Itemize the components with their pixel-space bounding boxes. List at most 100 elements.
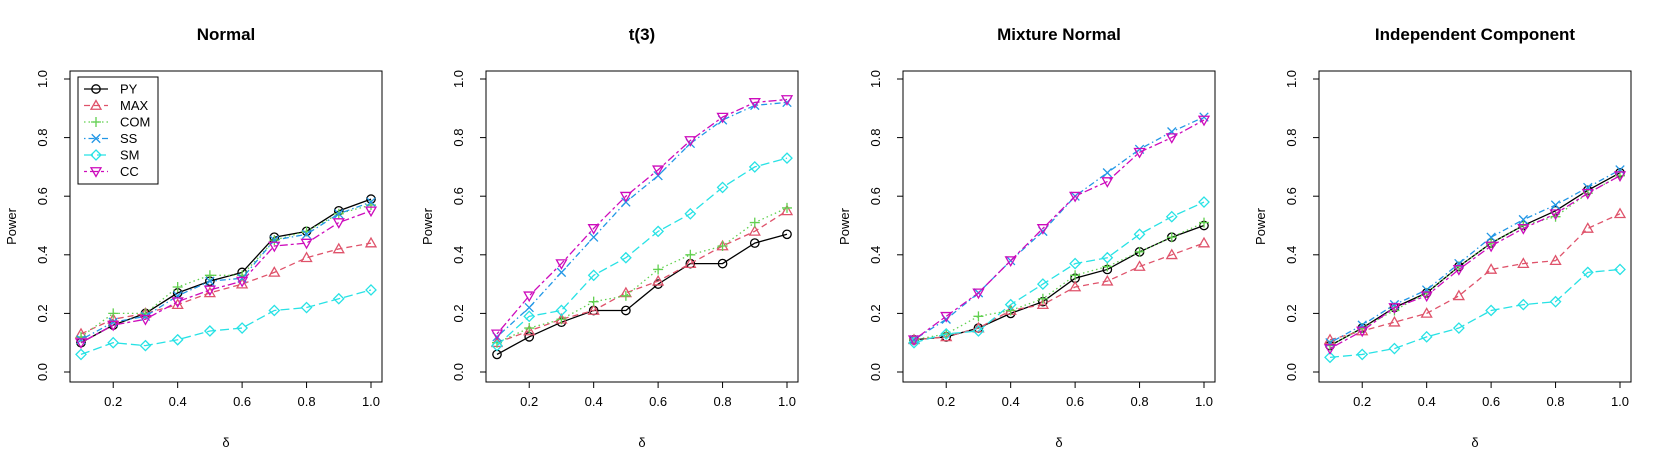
data-point [972,321,985,333]
data-point [1133,147,1146,159]
data-point [203,286,217,298]
data-point [139,339,152,352]
series-line [913,242,1205,341]
data-point [1069,257,1082,270]
panel-mixture-normal: Mixture Normal 0.2 0.4 0.6 0.8 1.0 0.0 0.2 0.4 0.… [837,25,1216,450]
data-point [1165,133,1178,144]
plot-frame [902,70,1216,383]
series-com [1325,170,1625,351]
data-point [1613,171,1627,183]
data-point [782,202,792,213]
series-line [496,101,788,338]
data-point [1388,315,1401,327]
series-cc [907,115,1211,347]
y-tick-label: 0.4 [451,246,466,264]
x-tick-label: 0.2 [104,394,122,409]
data-point [1325,337,1335,348]
data-point [619,251,632,264]
series-line [496,207,788,344]
data-point [621,305,631,316]
data-point [1614,263,1626,276]
series-max [907,236,1211,345]
data-point [1165,248,1178,260]
data-point [940,327,953,340]
data-point [1485,304,1498,317]
data-point [366,197,376,207]
series-line [80,204,372,338]
data-point [651,165,665,177]
series-cc [74,206,378,350]
data-point [491,339,503,352]
series-line [1329,268,1621,358]
data-point [1517,224,1530,235]
data-point [1356,348,1369,361]
y-tick-label: 0.2 [868,304,883,322]
data-point [587,269,600,282]
y-axis-label: Power [1253,207,1268,245]
series-py [909,220,1209,345]
y-tick-label: 0.4 [868,246,883,264]
y-tick-label: 1.0 [451,70,466,88]
data-point [1388,303,1401,314]
data-point [1549,209,1562,221]
y-tick-label: 0.0 [868,363,883,381]
data-point [1581,188,1594,200]
data-point [1036,298,1050,310]
data-point [1517,298,1530,311]
legend-item: SS [84,131,138,146]
data-point [587,304,600,315]
data-point [1101,251,1114,264]
data-point [1070,270,1081,281]
data-point [300,301,313,314]
data-point [748,160,761,173]
panel-title: Independent Component [1375,25,1576,44]
series-line [496,233,788,355]
y-tick-label: 0.8 [35,129,50,147]
data-point [1036,278,1049,291]
data-point [172,282,183,293]
y-tick-label: 0.4 [1284,246,1299,264]
data-point [524,302,534,313]
data-point [1420,330,1433,343]
data-point [1004,256,1017,267]
panel-title: t(3) [629,25,655,44]
data-point [268,241,281,253]
data-point [334,209,344,219]
data-point [781,152,793,165]
y-axis-label: Power [837,207,852,245]
data-point [332,242,345,254]
data-point [268,266,281,277]
x-tick-label: 1.0 [1611,394,1629,409]
data-point [1167,127,1177,137]
data-point [972,288,985,300]
legend-item: MAX [84,98,149,113]
y-tick-label: 0.2 [1284,304,1299,322]
y-tick-label: 0.2 [35,304,50,322]
data-point [523,324,536,336]
data-point [555,304,568,317]
series-cc [1323,171,1627,355]
series-line [1329,169,1621,344]
x-tick-label: 0.8 [298,394,316,409]
y-tick-label: 1.0 [35,70,50,88]
data-point [236,322,249,334]
plot-frame [485,70,799,383]
panel-normal: Normal 0.2 0.4 0.6 0.8 1.0 0.0 0.2 0.4 0.6 0.8 1.0 δ… [4,25,383,450]
data-point [1357,320,1367,330]
data-point [1101,177,1114,188]
data-point [490,329,504,341]
x-tick-label: 1.0 [362,394,380,409]
y-tick-label: 0.6 [451,187,466,205]
data-point [365,284,377,296]
data-point [782,229,792,240]
data-point [684,136,697,147]
legend-item: COM [84,115,150,130]
series-line [913,119,1205,341]
data-point [1133,228,1146,241]
data-point [269,235,280,245]
data-point [717,258,728,269]
data-point [1388,342,1401,355]
data-point [300,238,313,250]
data-point [1199,217,1209,228]
